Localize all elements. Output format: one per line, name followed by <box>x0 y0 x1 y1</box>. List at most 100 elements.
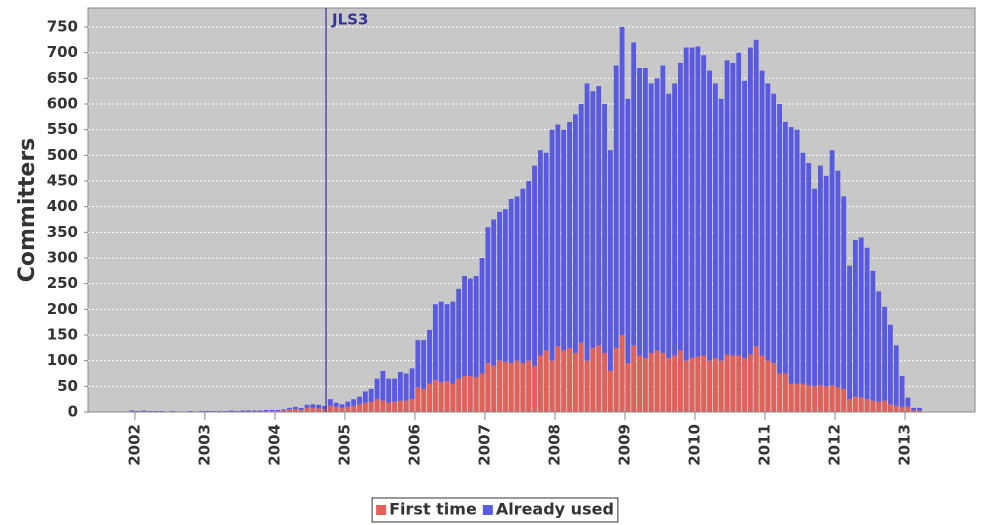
bar-segment <box>409 368 415 400</box>
bar-segment <box>129 410 135 412</box>
bar-segment <box>812 188 818 387</box>
bar-segment <box>619 334 625 412</box>
bar-segment <box>392 378 397 402</box>
bar-segment <box>817 165 823 386</box>
bar-segment <box>847 399 853 412</box>
bar-segment <box>642 68 648 359</box>
bar-segment <box>537 150 543 356</box>
bar-segment <box>794 129 800 384</box>
bar-segment <box>759 70 765 356</box>
bar-segment <box>403 373 409 401</box>
y-tick-label: 600 <box>47 94 78 112</box>
bar-segment <box>462 275 467 377</box>
bar-segment <box>345 401 351 407</box>
bar-segment <box>835 170 841 388</box>
bar-segment <box>333 406 339 412</box>
x-tick-label: 2007 <box>475 424 493 466</box>
bar-segment <box>701 55 707 356</box>
bar-segment <box>631 42 637 346</box>
bar-segment <box>607 370 613 412</box>
bar-segment <box>526 180 532 361</box>
y-tick-label: 0 <box>68 403 78 421</box>
bar-segment <box>240 410 246 412</box>
x-tick-label: 2003 <box>195 424 213 466</box>
bar-segment <box>362 402 368 412</box>
x-tick-label: 2010 <box>685 424 703 466</box>
bar-segment <box>508 198 514 364</box>
bar-segment <box>876 291 882 402</box>
bar-segment <box>852 396 858 412</box>
bar-segment <box>771 93 777 364</box>
bar-segment <box>158 410 164 412</box>
bar-segment <box>491 219 497 366</box>
legend-swatch <box>482 505 493 515</box>
bar-segment <box>444 304 450 382</box>
bar-segment <box>794 383 800 412</box>
bar-segment <box>147 410 152 412</box>
x-tick-label: 2002 <box>125 424 143 466</box>
bar-segment <box>561 129 567 351</box>
bar-segment <box>252 410 257 412</box>
bar-segment <box>415 387 421 412</box>
bar-segment <box>141 410 147 412</box>
bar-segment <box>374 399 380 412</box>
bar-segment <box>567 347 572 412</box>
bar-segment <box>462 376 467 412</box>
bar-segment <box>642 358 648 412</box>
bar-segment <box>631 345 637 412</box>
bar-segment <box>514 360 520 412</box>
y-tick-label: 350 <box>47 223 78 241</box>
bar-segment <box>432 380 438 412</box>
bar-segment <box>339 404 345 408</box>
bar-segment <box>438 301 444 383</box>
bar-segment <box>281 409 287 411</box>
bar-segment <box>660 65 666 353</box>
bar-segment <box>520 363 526 412</box>
bar-segment <box>269 410 275 412</box>
bar-segment <box>707 360 712 412</box>
bar-segment <box>409 399 415 412</box>
bar-segment <box>788 383 794 412</box>
bar-segment <box>730 62 736 356</box>
bar-segment <box>532 365 537 412</box>
bar-segment <box>310 407 316 412</box>
bar-segment <box>596 86 602 346</box>
bar-segment <box>479 257 485 374</box>
x-tick-label: 2012 <box>825 424 843 466</box>
bar-segment <box>497 211 502 361</box>
bar-segment <box>841 388 847 412</box>
bar-segment <box>835 387 841 412</box>
bar-segment <box>281 410 287 412</box>
bar-segment <box>917 410 923 412</box>
bar-segment <box>683 47 689 361</box>
bar-segment <box>782 373 788 412</box>
bar-segment <box>689 47 695 359</box>
bar-segment <box>911 407 917 411</box>
bar-segment <box>823 175 829 387</box>
bar-segment <box>392 401 397 412</box>
bar-segment <box>421 340 427 389</box>
bar-segment <box>467 278 473 377</box>
bar-segment <box>584 360 590 412</box>
bar-segment <box>648 83 654 353</box>
bar-segment <box>520 188 526 364</box>
bar-segment <box>905 406 911 412</box>
bar-segment <box>228 410 234 412</box>
y-tick-label: 650 <box>47 69 78 87</box>
bar-segment <box>298 407 304 410</box>
bar-segment <box>473 377 479 412</box>
bar-segment <box>887 404 893 412</box>
y-tick-label: 50 <box>57 377 78 395</box>
bar-segment <box>246 410 252 412</box>
bar-segment <box>806 385 812 412</box>
bar-segment <box>917 407 923 411</box>
bar-segment <box>543 350 549 412</box>
bar-segment <box>672 83 677 356</box>
bar-segment <box>882 400 888 412</box>
bar-segment <box>549 360 555 412</box>
bar-segment <box>613 347 619 412</box>
bar-segment <box>397 400 403 412</box>
bar-segment <box>590 91 596 348</box>
bar-segment <box>753 39 759 347</box>
x-tick-label: 2009 <box>615 424 633 466</box>
